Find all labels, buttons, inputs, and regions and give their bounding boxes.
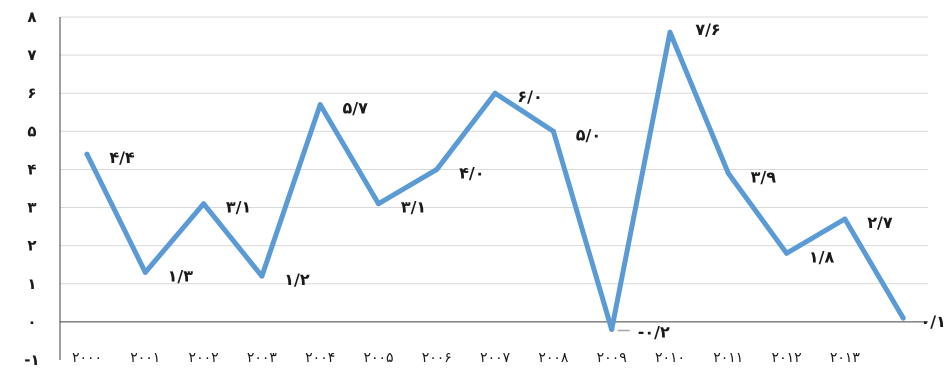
data-point [842,216,848,222]
y-tick-label: ۳ [27,199,36,217]
data-point [84,151,90,157]
x-tick-label: ۲۰۰۸ [538,350,569,366]
data-label: ۰/۱ [921,312,946,331]
grid-lines [60,16,928,285]
data-point [784,250,790,256]
data-label: ۵/۷ [343,99,369,118]
data-point [142,269,148,275]
y-tick-label: ۱ [27,275,36,293]
x-tick-label: ۲۰۱۰ [655,350,685,366]
data-point [609,327,615,333]
data-point [201,201,207,207]
data-labels: ۴/۴ ۱/۳ ۳/۱ ۱/۲ ۵/۷ ۳/۱ ۴/۰ ۶/۰ ۵/۰ -۰/۲ ۷/۶ ۳/۹ ۱/۸… [109,20,946,341]
data-point [492,90,498,96]
x-tick-label: ۲۰۰۱ [130,350,160,366]
data-point [259,273,265,279]
data-label: ۳/۱ [226,198,251,217]
y-tick-label: ۴ [27,160,36,178]
series [84,29,906,333]
x-tick-label: ۲۰۰۶ [422,350,452,366]
series-line [84,29,906,333]
y-tick-label: ۷ [27,46,36,64]
y-tick-label: ۵ [27,122,36,140]
x-tick-label: ۲۰۰۴ [305,350,335,366]
data-point [550,128,556,134]
data-point [725,170,731,176]
x-tick-label: ۲۰۱۳ [830,350,861,366]
data-label: ۳/۱ [401,198,426,217]
data-label: ۱/۸ [809,247,835,266]
data-label: ۳/۹ [751,167,777,186]
data-label: ۱/۳ [168,266,194,285]
x-axis-ticks: ۲۰۰۰ ۲۰۰۱ ۲۰۰۲ ۲۰۰۳ ۲۰۰۴ ۲۰۰۵ ۲۰۰۶ ۲۰۰۷ ۲۰۰۸ ۲۰۰۹… [72,350,860,366]
data-label: ۲/۷ [867,213,893,232]
y-tick-label: ۰ [27,313,36,331]
data-point [667,29,673,35]
y-tick-label: -۱ [24,351,39,369]
data-point [376,201,381,207]
data-label: -۰/۲ [638,323,670,342]
x-tick-label: ۲۰۰۵ [363,350,393,366]
x-tick-label: ۲۰۰۷ [480,350,511,366]
data-label: ۵/۰ [576,125,601,144]
x-tick-label: ۲۰۰۳ [247,350,278,366]
data-label: ۴/۰ [459,163,484,182]
axes [59,17,928,360]
y-axis-ticks: -۱ ۰ ۱ ۲ ۳ ۴ ۵ ۶ ۷ ۸ [24,8,39,369]
data-label: ۱/۲ [284,270,310,289]
y-tick-label: ۸ [27,8,36,26]
x-tick-label: ۲۰۰۰ [72,350,102,366]
data-label: ۶/۰ [517,87,542,106]
data-point [434,166,440,172]
y-tick-label: ۲ [27,237,36,255]
data-label: ۴/۴ [109,148,135,167]
x-tick-label: ۲۰۱۲ [772,350,802,366]
x-tick-label: ۲۰۱۱ [713,350,743,366]
data-label: ۷/۶ [695,20,720,39]
data-point [317,102,323,108]
x-tick-label: ۲۰۰۹ [597,350,627,366]
data-point [900,315,906,321]
x-tick-label: ۲۰۰۲ [189,350,219,366]
y-tick-label: ۶ [27,84,36,102]
